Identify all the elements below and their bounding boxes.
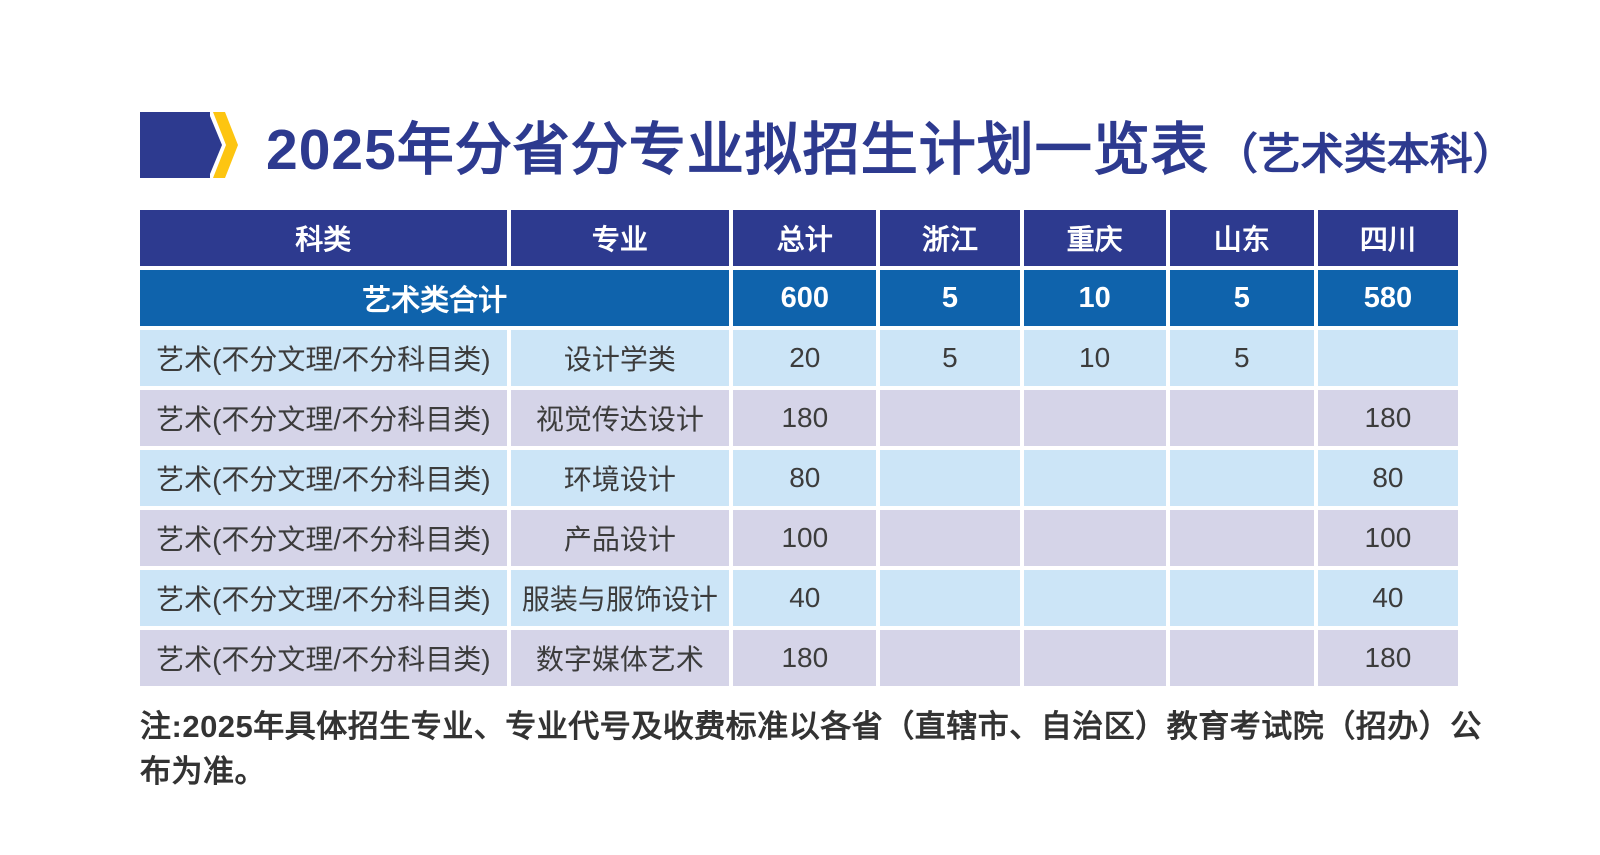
summary-zhejiang: 5 (880, 270, 1020, 326)
cell-total: 180 (733, 630, 877, 686)
column-header-total: 总计 (733, 210, 877, 266)
cell-total: 80 (733, 450, 877, 506)
row-major: 环境设计 (510, 450, 730, 506)
cell-shandong (1169, 510, 1314, 566)
column-header-sichuan: 四川 (1317, 210, 1458, 266)
cell-shandong (1169, 450, 1314, 506)
footnote: 注:2025年具体招生专业、专业代号及收费标准以各省（直辖市、自治区）教育考试院… (140, 709, 1482, 789)
row-category: 艺术(不分文理/不分科目类) (140, 450, 507, 506)
summary-total: 600 (733, 270, 877, 326)
cell-sichuan: 180 (1317, 630, 1458, 686)
row-category: 艺术(不分文理/不分科目类) (140, 570, 507, 626)
column-header-shandong: 山东 (1169, 210, 1314, 266)
column-header-chongqing: 重庆 (1023, 210, 1166, 266)
cell-zhejiang: 5 (880, 330, 1020, 386)
cell-chongqing (1023, 450, 1166, 506)
row-major: 服装与服饰设计 (510, 570, 730, 626)
row-major: 视觉传达设计 (510, 390, 730, 446)
cell-sichuan: 180 (1317, 390, 1458, 446)
cell-chongqing (1023, 390, 1166, 446)
cell-total: 20 (733, 330, 877, 386)
cell-chongqing (1023, 510, 1166, 566)
arrow-flag-icon (140, 112, 238, 178)
enrollment-plan-table: 科类 专业 总计 浙江 重庆 山东 四川 艺术类合计 600 5 10 5 58… (140, 210, 1458, 686)
page-title-row: 2025年分省分专业拟招生计划一览表 （艺术类本科） (140, 100, 1540, 190)
row-major: 数字媒体艺术 (510, 630, 730, 686)
summary-shandong: 5 (1169, 270, 1314, 326)
cell-total: 100 (733, 510, 877, 566)
cell-sichuan: 80 (1317, 450, 1458, 506)
row-category: 艺术(不分文理/不分科目类) (140, 630, 507, 686)
row-category: 艺术(不分文理/不分科目类) (140, 510, 507, 566)
cell-zhejiang (880, 450, 1020, 506)
row-category: 艺术(不分文理/不分科目类) (140, 330, 507, 386)
row-major: 产品设计 (510, 510, 730, 566)
cell-chongqing (1023, 570, 1166, 626)
column-header-zhejiang: 浙江 (880, 210, 1020, 266)
cell-sichuan: 100 (1317, 510, 1458, 566)
summary-sichuan: 580 (1317, 270, 1458, 326)
cell-sichuan: 40 (1317, 570, 1458, 626)
cell-chongqing: 10 (1023, 330, 1166, 386)
cell-shandong (1169, 390, 1314, 446)
cell-zhejiang (880, 390, 1020, 446)
page-title-main: 2025年分省分专业拟招生计划一览表 (266, 118, 1209, 182)
summary-row-label: 艺术类合计 (140, 270, 730, 326)
row-major: 设计学类 (510, 330, 730, 386)
cell-shandong (1169, 570, 1314, 626)
row-category: 艺术(不分文理/不分科目类) (140, 390, 507, 446)
column-header-category: 科类 (140, 210, 507, 266)
page-title-suffix: （艺术类本科） (1214, 131, 1516, 179)
cell-total: 40 (733, 570, 877, 626)
cell-zhejiang (880, 510, 1020, 566)
cell-sichuan (1317, 330, 1458, 386)
cell-shandong (1169, 630, 1314, 686)
column-header-major: 专业 (510, 210, 730, 266)
summary-chongqing: 10 (1023, 270, 1166, 326)
page-title: 2025年分省分专业拟招生计划一览表 （艺术类本科） (266, 104, 1516, 186)
cell-chongqing (1023, 630, 1166, 686)
cell-zhejiang (880, 630, 1020, 686)
cell-zhejiang (880, 570, 1020, 626)
cell-total: 180 (733, 390, 877, 446)
cell-shandong: 5 (1169, 330, 1314, 386)
